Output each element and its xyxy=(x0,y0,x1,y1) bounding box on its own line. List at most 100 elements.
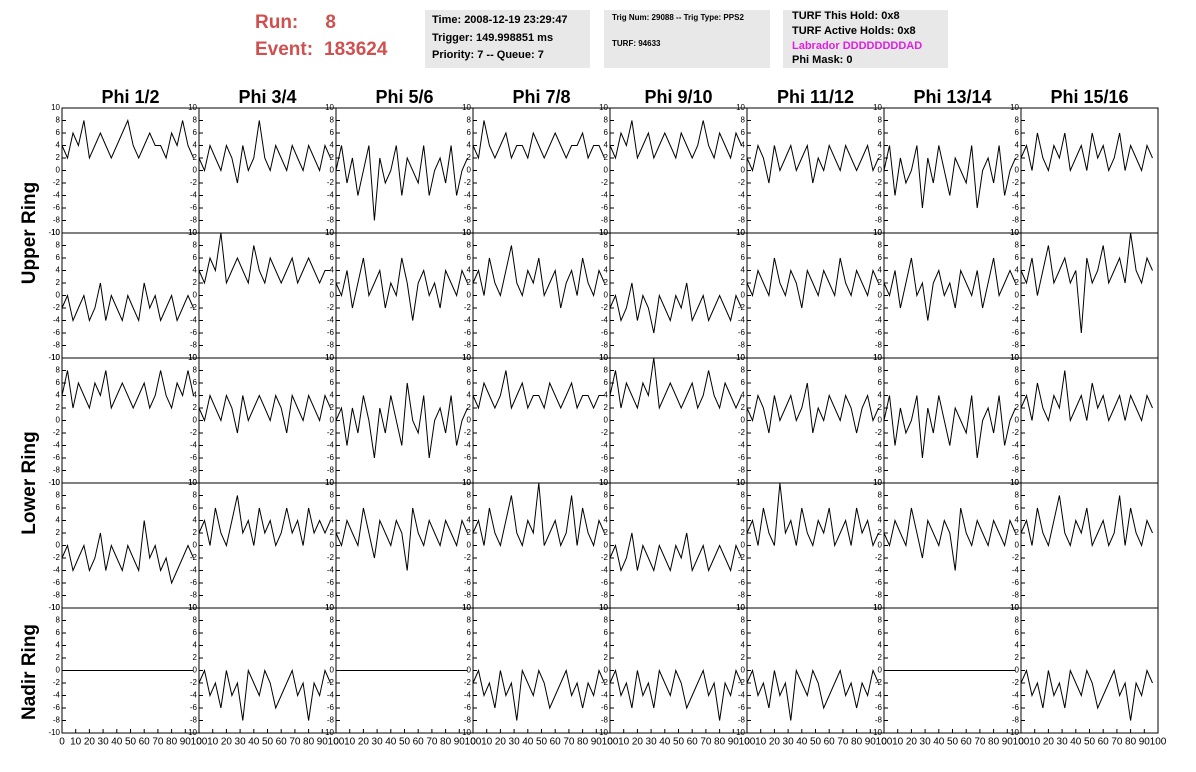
y-tick-label: 4 xyxy=(56,641,61,650)
x-tick-label: 40 xyxy=(933,737,945,748)
y-tick-label: 6 xyxy=(604,503,609,512)
y-tick-label: -8 xyxy=(875,716,883,725)
waveform xyxy=(61,370,194,410)
x-tick-label: 50 xyxy=(810,737,822,748)
x-tick-label: 60 xyxy=(961,737,973,748)
y-tick-label: 2 xyxy=(56,528,61,537)
y-tick-label: -4 xyxy=(190,441,198,450)
x-tick-label: 0 xyxy=(333,737,339,748)
waveform xyxy=(1020,495,1153,548)
y-tick-label: 4 xyxy=(330,391,335,400)
y-tick-label: 10 xyxy=(599,603,608,612)
info-line: Trig Num: 29088 -- Trig Type: PPS2 xyxy=(612,13,744,22)
y-tick-label: -2 xyxy=(53,678,61,687)
x-tick-label: 50 xyxy=(262,737,274,748)
y-tick-label: -6 xyxy=(1012,703,1020,712)
x-tick-label: 90 xyxy=(1139,737,1151,748)
y-tick-label: 4 xyxy=(330,266,335,275)
panel-frame xyxy=(746,607,885,734)
y-tick-label: 0 xyxy=(878,541,883,550)
y-tick-label: 6 xyxy=(330,503,335,512)
waveform xyxy=(198,120,331,184)
y-tick-label: -2 xyxy=(190,303,198,312)
y-tick-label: -10 xyxy=(1007,728,1019,737)
y-tick-label: -4 xyxy=(53,566,61,575)
waveform xyxy=(609,668,742,721)
y-tick-label: 4 xyxy=(1015,516,1020,525)
y-tick-label: 8 xyxy=(741,616,746,625)
y-tick-label: -10 xyxy=(48,728,60,737)
y-tick-label: -2 xyxy=(601,178,609,187)
run-label: Run: xyxy=(255,12,298,33)
x-tick-label: 100 xyxy=(602,737,619,748)
waveform xyxy=(198,393,331,434)
y-tick-label: -8 xyxy=(875,341,883,350)
y-tick-label: 0 xyxy=(1015,666,1020,675)
waveform xyxy=(1020,132,1153,173)
x-tick-label: 30 xyxy=(1057,737,1069,748)
x-tick-label: 70 xyxy=(563,737,575,748)
y-tick-label: -8 xyxy=(327,716,335,725)
y-tick-label: 8 xyxy=(604,116,609,125)
x-tick-label: 50 xyxy=(1084,737,1096,748)
y-tick-label: -4 xyxy=(464,566,472,575)
y-tick-label: -10 xyxy=(596,728,608,737)
y-tick-label: 4 xyxy=(330,141,335,150)
column-title: Phi 7/8 xyxy=(512,87,570,107)
y-tick-label: -8 xyxy=(53,466,61,475)
panel-frame xyxy=(472,357,611,484)
y-tick-label: -8 xyxy=(464,466,472,475)
y-tick-label: -8 xyxy=(601,216,609,225)
y-tick-label: 0 xyxy=(604,166,609,175)
y-tick-label: 6 xyxy=(467,503,472,512)
y-tick-label: 8 xyxy=(56,366,61,375)
x-tick-label: 100 xyxy=(328,737,345,748)
y-tick-label: 8 xyxy=(330,116,335,125)
y-tick-label: 10 xyxy=(1010,478,1019,487)
y-tick-label: 6 xyxy=(878,503,883,512)
y-tick-label: -4 xyxy=(738,316,746,325)
y-tick-label: 8 xyxy=(56,491,61,500)
y-tick-label: -2 xyxy=(53,428,61,437)
y-tick-label: 10 xyxy=(462,103,471,112)
y-tick-label: 0 xyxy=(741,416,746,425)
x-tick-label: 90 xyxy=(317,737,329,748)
row-title: Lower Ring xyxy=(19,431,40,534)
x-tick-label: 20 xyxy=(769,737,781,748)
y-tick-label: 0 xyxy=(56,416,61,425)
y-tick-label: 0 xyxy=(193,166,198,175)
y-tick-label: 0 xyxy=(467,666,472,675)
y-tick-label: -2 xyxy=(738,553,746,562)
y-tick-label: -6 xyxy=(875,703,883,712)
y-tick-label: 4 xyxy=(741,641,746,650)
y-tick-label: -6 xyxy=(190,578,198,587)
y-tick-label: 2 xyxy=(467,278,472,287)
y-tick-label: -6 xyxy=(53,328,61,337)
y-tick-label: -2 xyxy=(875,428,883,437)
y-tick-label: 10 xyxy=(51,603,60,612)
panel-frame xyxy=(61,357,200,484)
y-tick-label: 2 xyxy=(878,153,883,162)
y-tick-label: 4 xyxy=(330,641,335,650)
y-tick-label: 2 xyxy=(193,278,198,287)
y-tick-label: 8 xyxy=(330,241,335,250)
y-tick-label: -2 xyxy=(601,428,609,437)
y-tick-label: -2 xyxy=(464,178,472,187)
y-tick-label: -4 xyxy=(464,691,472,700)
panel-frame xyxy=(61,482,200,609)
x-tick-label: 40 xyxy=(659,737,671,748)
x-tick-label: 90 xyxy=(728,737,740,748)
y-tick-label: -10 xyxy=(733,728,745,737)
x-tick-label: 70 xyxy=(426,737,438,748)
y-tick-label: 10 xyxy=(462,603,471,612)
y-tick-label: 4 xyxy=(56,516,61,525)
waveform xyxy=(609,532,742,573)
panel-frame xyxy=(335,357,474,484)
y-tick-label: 0 xyxy=(467,541,472,550)
x-tick-label: 90 xyxy=(454,737,466,748)
x-tick-label: 70 xyxy=(700,737,712,748)
x-tick-label: 50 xyxy=(947,737,959,748)
y-tick-label: -8 xyxy=(327,216,335,225)
y-tick-label: -10 xyxy=(870,728,882,737)
x-tick-label: 40 xyxy=(1070,737,1082,748)
